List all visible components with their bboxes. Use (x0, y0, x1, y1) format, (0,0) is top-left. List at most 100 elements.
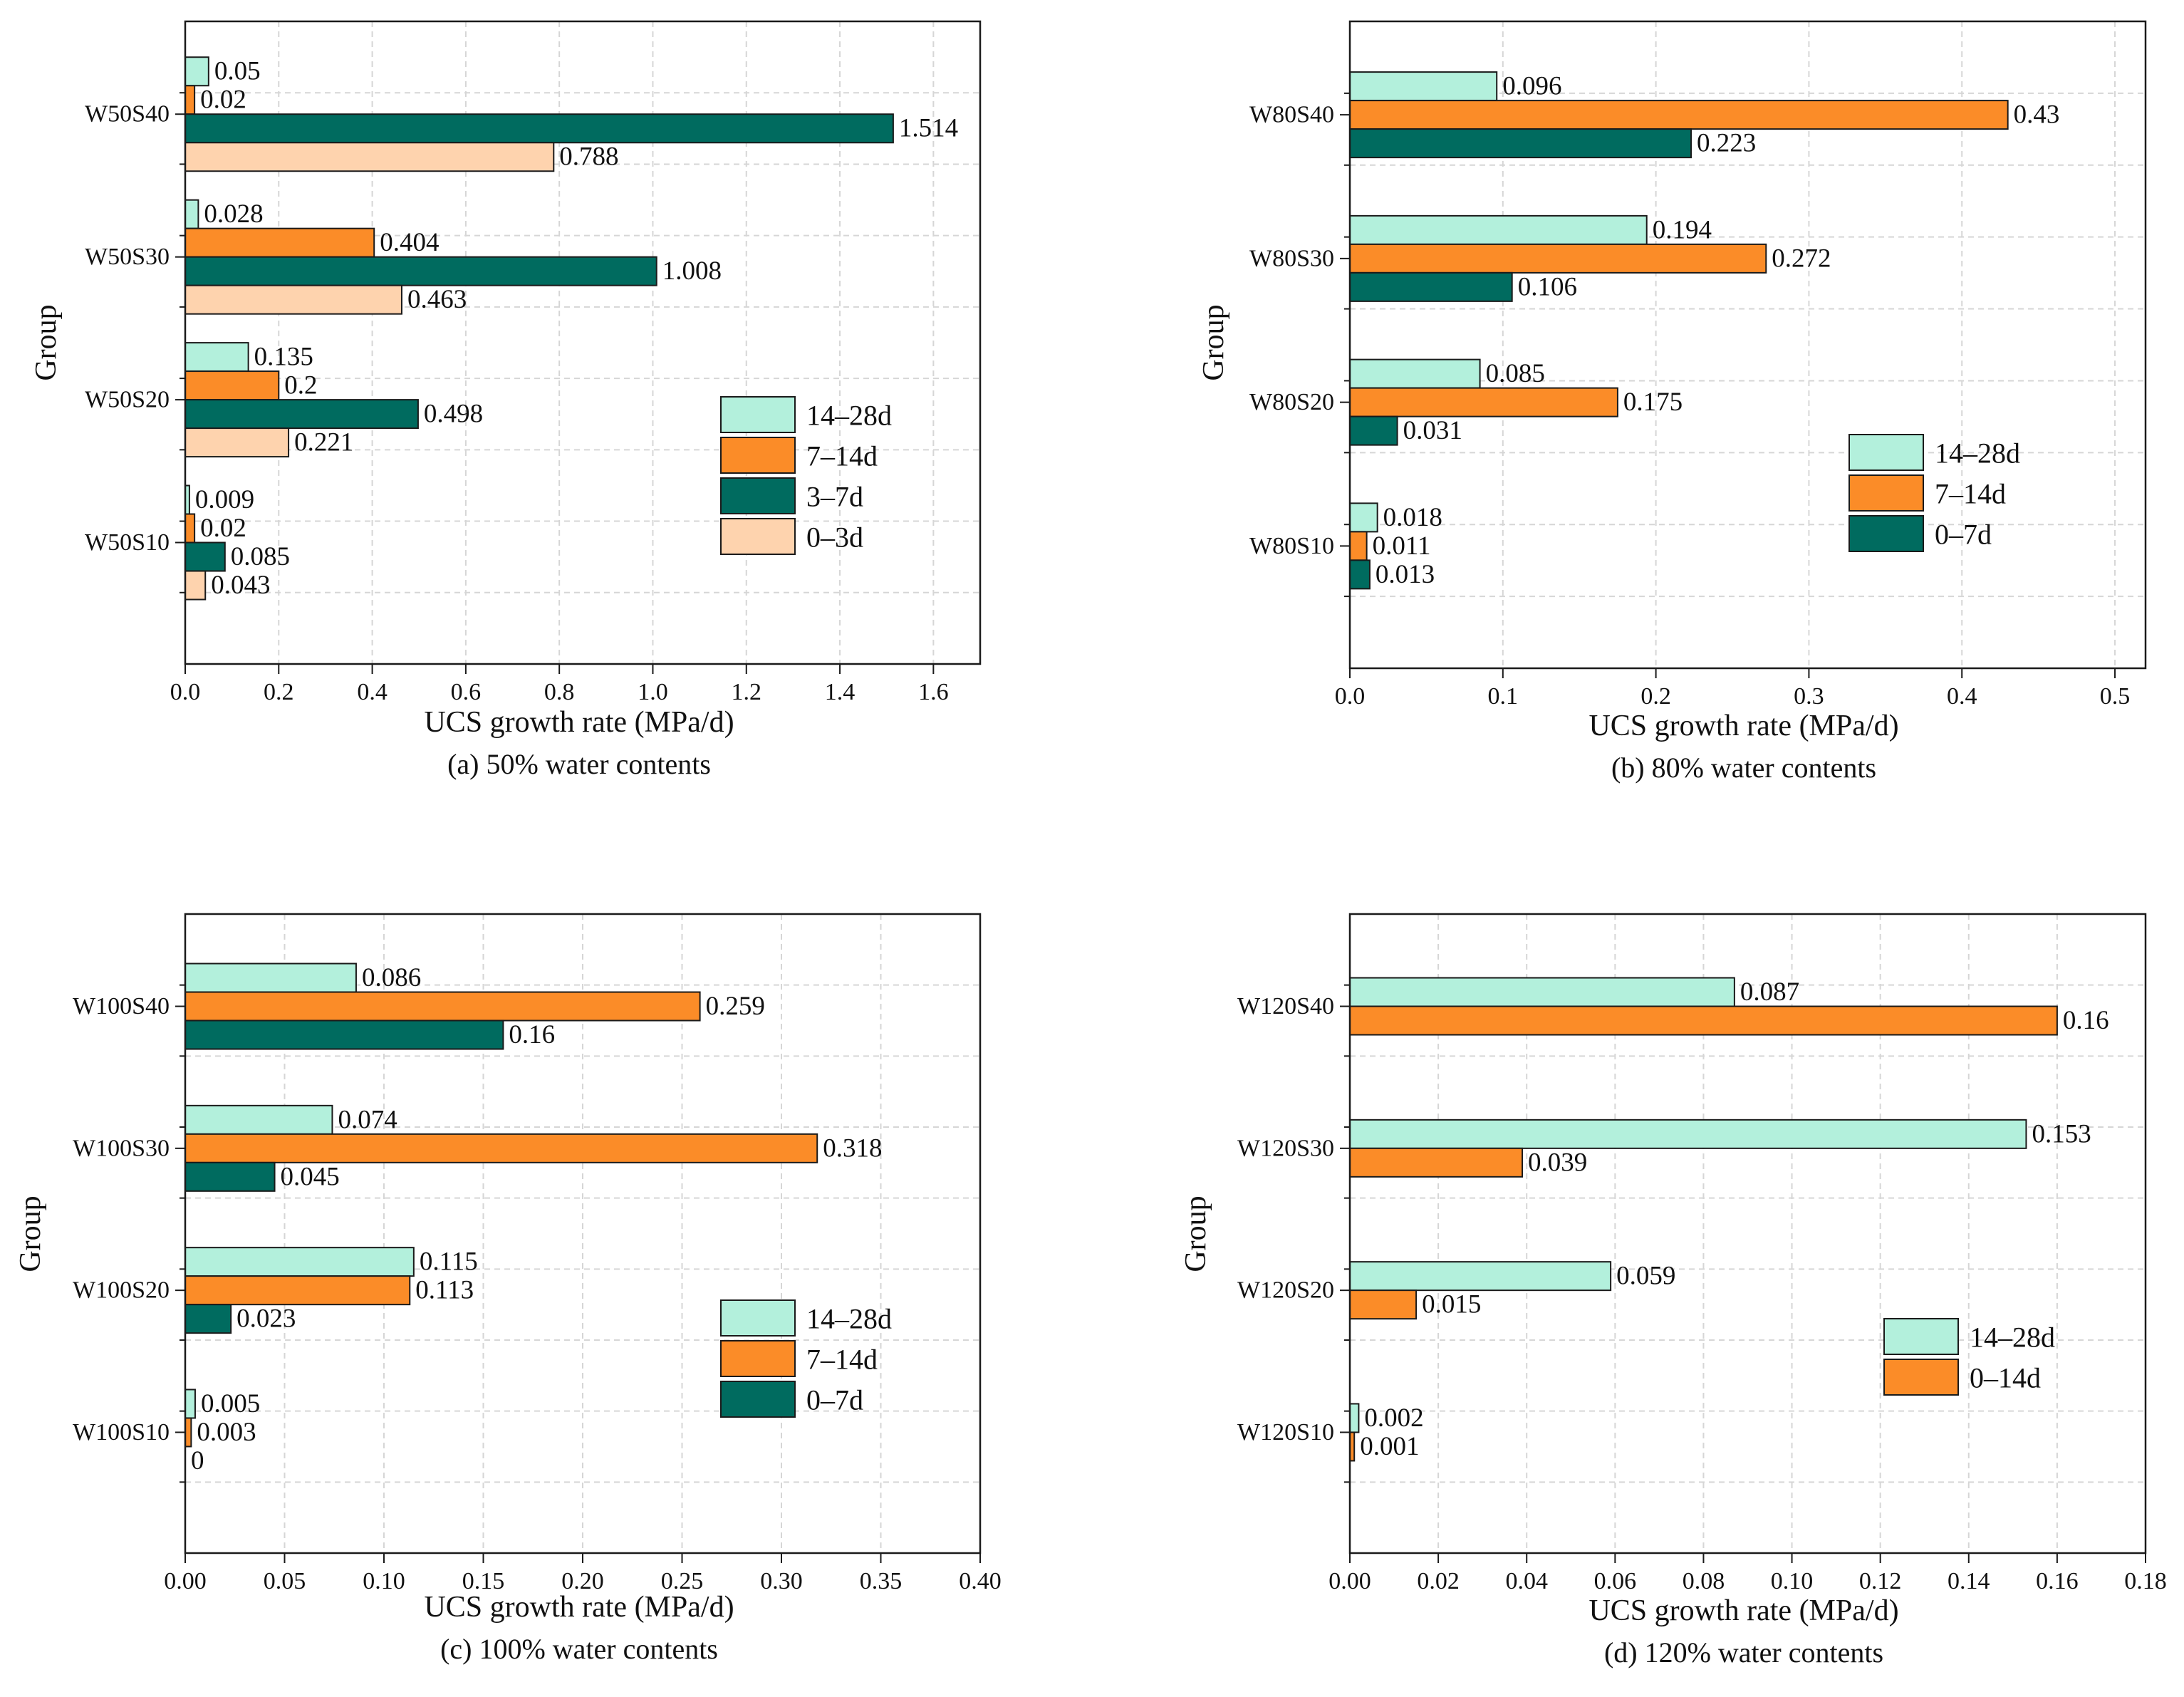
x-tick-label: 0.3 (1794, 683, 1824, 710)
bar (1349, 1119, 2027, 1149)
panel-caption: (c) 100% water contents (440, 1633, 718, 1665)
legend-label: 3–7d (806, 481, 863, 513)
bar (1349, 387, 1618, 417)
legend-swatch (1848, 474, 1924, 512)
x-tick-label: 0.04 (1505, 1568, 1548, 1594)
x-tick-label: 0.14 (1948, 1568, 1990, 1594)
y-tick-label: W80S10 (1249, 533, 1334, 559)
bar (184, 85, 196, 115)
legend: 14–28d 7–14d 3–7d 0–3d (720, 396, 892, 555)
y-tick-label: W100S10 (73, 1419, 170, 1446)
data-label: 0.106 (1518, 272, 1577, 301)
bar (1349, 1005, 2058, 1036)
y-tick-label: W50S30 (85, 244, 170, 270)
x-tick-label: 1.6 (918, 679, 949, 705)
legend-label: 14–28d (806, 400, 892, 432)
data-label: 0.788 (559, 142, 618, 172)
y-tick-label: W120S40 (1237, 993, 1334, 1019)
legend-swatch (720, 396, 796, 433)
bar (184, 256, 657, 286)
bar (1349, 358, 1481, 389)
bar (184, 399, 419, 430)
bar (1349, 977, 1735, 1007)
data-label: 1.008 (662, 256, 722, 286)
bar (184, 1275, 411, 1306)
data-label: 0.074 (338, 1105, 397, 1134)
data-label: 0.02 (200, 514, 246, 543)
x-tick-label: 0.35 (860, 1568, 903, 1594)
data-label: 0.096 (1502, 72, 1561, 101)
data-label: 0.498 (424, 400, 483, 429)
data-label: 0 (191, 1446, 204, 1475)
bar (1349, 1289, 1418, 1320)
y-tick-label: W80S40 (1249, 102, 1334, 128)
data-label: 0.194 (1653, 215, 1712, 244)
data-label: 0.463 (407, 285, 467, 314)
legend-label: 0–7d (1935, 519, 1992, 551)
data-label: 0.015 (1422, 1290, 1481, 1319)
data-label: 0.085 (231, 542, 290, 571)
bar (184, 1247, 415, 1277)
legend-swatch (720, 437, 796, 474)
plot-frame (1348, 20, 2147, 670)
data-label: 0.001 (1360, 1432, 1419, 1461)
data-label: 0.2 (284, 371, 317, 400)
x-tick-label: 0.15 (462, 1568, 505, 1594)
legend-swatch (1848, 515, 1924, 552)
legend-swatch (720, 1381, 796, 1418)
plot-frame (1348, 913, 2147, 1555)
x-tick-label: 0.10 (363, 1568, 405, 1594)
data-label: 0.018 (1383, 503, 1442, 532)
x-tick-label: 0.12 (1859, 1568, 1902, 1594)
bar (184, 342, 249, 373)
bar (184, 991, 701, 1022)
y-tick-label: W100S20 (73, 1277, 170, 1304)
bar (184, 570, 207, 601)
x-tick-label: 1.4 (825, 679, 856, 705)
legend-swatch (720, 477, 796, 514)
x-tick-label: 0.0 (1335, 683, 1366, 710)
y-axis-title: Group (30, 304, 63, 380)
legend: 14–28d 7–14d 0–7d (720, 1299, 892, 1418)
data-label: 0.02 (200, 85, 246, 115)
y-tick-label: W120S30 (1237, 1135, 1334, 1161)
data-label: 0.003 (197, 1418, 256, 1447)
x-tick-label: 0.1 (1488, 683, 1519, 710)
y-tick-label: W120S10 (1237, 1419, 1334, 1446)
data-label: 0.059 (1616, 1262, 1675, 1291)
data-label: 0.011 (1373, 531, 1431, 561)
legend-swatch (720, 1299, 796, 1337)
bar (1349, 128, 1692, 159)
x-tick-label: 0.8 (544, 679, 575, 705)
x-tick-label: 0.2 (1640, 683, 1671, 710)
x-tick-label: 1.0 (638, 679, 668, 705)
x-tick-label: 0.20 (561, 1568, 604, 1594)
y-tick-label: W50S20 (85, 387, 170, 413)
data-label: 0.031 (1403, 416, 1462, 445)
panel-c: (c) 100% water contents UCS growth rate … (14, 913, 1002, 1665)
data-label: 0.318 (823, 1133, 882, 1163)
data-label: 0.16 (509, 1020, 555, 1049)
legend-swatch (720, 518, 796, 555)
legend-label: 7–14d (1935, 478, 2006, 510)
x-tick-label: 0.30 (760, 1568, 803, 1594)
bar (184, 370, 280, 401)
x-tick-label: 1.2 (732, 679, 762, 705)
x-axis-title: UCS growth rate (MPa/d) (424, 706, 734, 739)
data-label: 0.221 (294, 428, 353, 457)
bar (184, 113, 894, 144)
data-label: 0.045 (281, 1162, 340, 1191)
data-label: 0.085 (1486, 359, 1545, 388)
legend-label: 0–14d (1970, 1362, 2041, 1394)
panel-b: (b) 80% water contents UCS growth rate (… (1197, 20, 2147, 784)
x-tick-label: 0.40 (959, 1568, 1002, 1594)
y-axis-title: Group (1180, 1195, 1212, 1272)
data-label: 0.039 (1528, 1148, 1587, 1177)
bar (1349, 243, 1767, 274)
data-label: 0.135 (254, 343, 313, 372)
data-label: 0.087 (1740, 977, 1799, 1007)
data-label: 1.514 (899, 114, 958, 143)
legend-label: 14–28d (1935, 437, 2020, 469)
y-tick-label: W120S20 (1237, 1277, 1334, 1304)
bar (184, 1104, 333, 1135)
